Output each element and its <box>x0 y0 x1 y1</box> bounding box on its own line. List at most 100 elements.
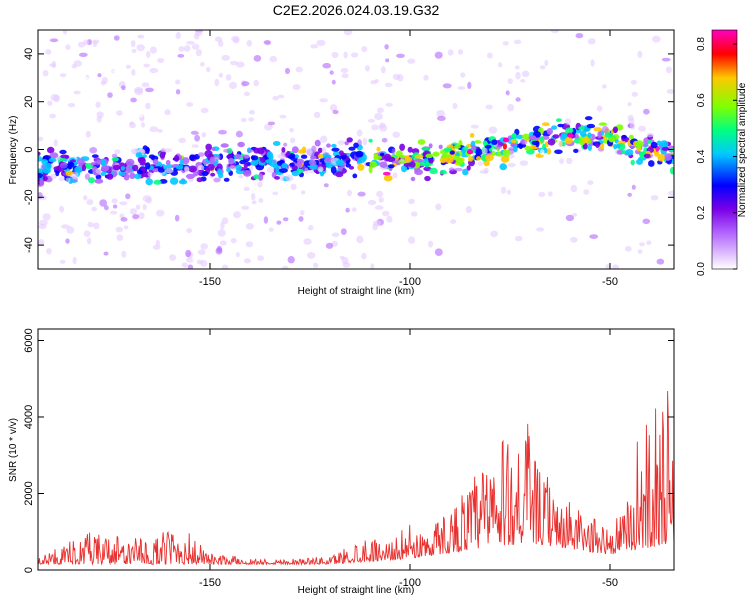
spectrogram-point <box>42 69 49 77</box>
spectrogram-point <box>125 158 135 167</box>
spectrogram-point <box>410 176 416 182</box>
spectrogram-point <box>320 135 328 143</box>
spectrogram-point <box>178 137 187 144</box>
y-tick-label: -40 <box>23 237 35 253</box>
spectrogram-point <box>229 165 237 170</box>
spectrogram-point <box>586 123 596 129</box>
spectrogram-point <box>455 157 464 166</box>
spectrogram-point <box>253 174 260 179</box>
spectrogram-point <box>582 136 589 144</box>
spectrogram-point <box>251 192 256 201</box>
spectrogram-peak <box>467 149 473 155</box>
spectrogram-point <box>194 134 201 142</box>
spectrogram-point <box>65 44 71 50</box>
spectrogram-point <box>346 137 353 143</box>
spectrogram-point <box>104 205 109 211</box>
spectrogram-point <box>125 64 131 69</box>
spectrogram-point <box>326 143 331 148</box>
spectrogram-point <box>247 148 254 153</box>
spectrogram-point <box>652 35 661 43</box>
spectrogram-point <box>141 82 150 88</box>
spectrogram-point <box>191 43 200 50</box>
spectrogram-point <box>520 139 528 145</box>
colorbar-label: Normalized spectral amplitude <box>737 82 748 217</box>
spectrogram-point <box>647 139 653 144</box>
spectrogram-point <box>648 160 655 167</box>
spectrogram-point <box>243 91 250 97</box>
spectrogram-y-ticks: -40 -20 0 20 40 <box>23 48 674 253</box>
spectrogram-point <box>477 161 483 167</box>
spectrogram-point <box>114 149 121 155</box>
spectrogram-point <box>337 140 346 146</box>
spectrogram-point <box>38 90 43 95</box>
spectrogram-point <box>266 151 273 159</box>
spectrogram-point <box>225 74 232 81</box>
spectrogram-point <box>91 206 97 212</box>
spectrogram-point <box>501 249 506 255</box>
spectrogram-point <box>552 134 560 139</box>
spectrogram-point <box>146 50 151 59</box>
spectrogram-point <box>187 264 194 269</box>
spectrogram-point <box>304 167 309 174</box>
spectrogram-point <box>128 75 136 82</box>
spectrogram-x-ticks: -150 -100 -50 <box>199 30 618 288</box>
spectrogram-point <box>485 154 494 162</box>
spectrogram-point <box>160 147 166 153</box>
spectrogram-point <box>384 82 393 88</box>
spectrogram-point <box>491 139 498 145</box>
spectrogram-point <box>340 154 347 160</box>
spectrogram-point <box>41 159 48 165</box>
spectrogram-point <box>253 147 261 154</box>
spectrogram-point <box>175 79 181 85</box>
spectrogram-point <box>217 168 223 176</box>
spectrogram-point <box>89 147 98 154</box>
spectrogram-point <box>300 154 308 159</box>
spectrogram-point <box>125 193 131 200</box>
spectrogram-point <box>507 162 516 168</box>
spectrogram-point <box>439 170 447 175</box>
spectrogram-point <box>186 228 193 234</box>
spectrogram-point <box>347 189 352 197</box>
spectrogram-point <box>268 227 274 232</box>
spectrogram-point <box>612 264 620 269</box>
spectrogram-point <box>382 171 391 176</box>
spectrogram-point <box>67 162 73 170</box>
spectrogram-point <box>643 153 651 159</box>
spectrogram-point <box>498 62 503 68</box>
spectrogram-point <box>246 40 253 47</box>
spectrogram-point <box>243 162 248 169</box>
spectrogram-point <box>661 146 670 151</box>
spectrogram-point <box>479 170 488 174</box>
spectrogram-point <box>283 142 288 147</box>
spectrogram-point <box>452 102 458 110</box>
spectrogram-point <box>428 240 434 248</box>
spectrogram-point <box>573 148 579 153</box>
spectrogram-point <box>215 247 223 255</box>
x-tick-label: -100 <box>399 276 421 288</box>
spectrogram-point <box>339 36 349 41</box>
spectrogram-point <box>189 154 195 161</box>
spectrogram-point <box>331 51 339 59</box>
spectrogram-point <box>175 164 184 170</box>
spectrogram-point <box>106 48 111 53</box>
spectrogram-point <box>185 257 195 263</box>
spectrogram-point <box>379 152 385 157</box>
spectrogram-point <box>353 142 359 149</box>
spectrogram-point <box>357 163 365 171</box>
spectrogram-point <box>145 102 151 110</box>
spectrogram-point <box>380 66 386 74</box>
spectrogram-point <box>116 208 122 215</box>
spectrogram-point <box>637 249 643 254</box>
spectrogram-point <box>85 130 91 138</box>
spectrogram-point <box>598 122 608 126</box>
spectrogram-point <box>188 165 197 173</box>
spectrogram-point <box>356 235 364 244</box>
spectrogram-point <box>242 170 252 177</box>
spectrogram-point <box>631 91 638 97</box>
spectrogram-point <box>310 44 319 49</box>
spectrogram-point <box>587 180 594 186</box>
spectrogram-point <box>630 79 637 85</box>
spectrogram-point <box>368 166 373 174</box>
spectrogram-point <box>521 70 530 78</box>
spectrogram-point <box>45 162 52 170</box>
